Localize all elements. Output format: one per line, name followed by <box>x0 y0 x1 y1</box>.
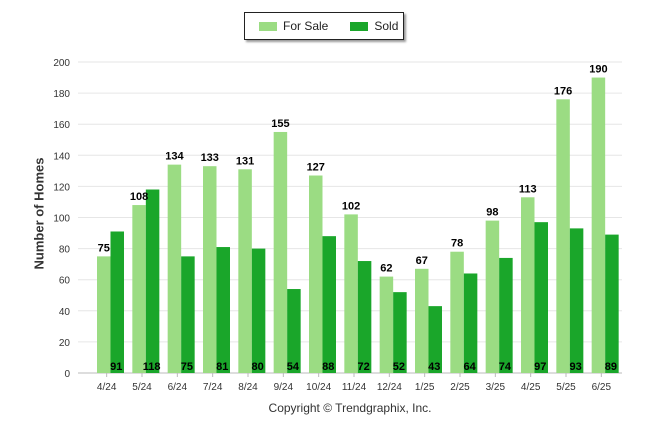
legend-label-for-sale: For Sale <box>283 19 329 33</box>
y-tick-label: 40 <box>59 307 71 318</box>
x-tick-label: 12/24 <box>377 382 402 393</box>
data-label-for-sale: 134 <box>165 151 184 163</box>
bar-sold <box>463 273 478 373</box>
data-label-sold: 118 <box>143 361 161 373</box>
bar-sold <box>322 236 336 373</box>
bar-sold <box>216 247 230 373</box>
data-labels: 75 91 108 118 134 75 133 81 131 80 155 54 127 88 102 72… <box>98 64 617 373</box>
x-tick-label: 4/25 <box>521 382 541 393</box>
data-label-sold: 43 <box>428 361 440 373</box>
bar-sold <box>287 289 301 373</box>
data-label-sold: 64 <box>463 361 476 373</box>
x-tick-label: 8/24 <box>238 382 258 393</box>
data-label-sold: 91 <box>110 361 122 373</box>
data-label-for-sale: 131 <box>236 155 254 167</box>
bar-for-sale <box>132 205 146 373</box>
bar-for-sale <box>521 197 535 373</box>
data-label-sold: 72 <box>357 361 369 373</box>
data-label-sold: 88 <box>322 361 334 373</box>
y-tick-label: 80 <box>59 245 71 256</box>
legend-label-sold: Sold <box>374 19 399 33</box>
bar-for-sale <box>556 99 570 373</box>
data-label-for-sale: 108 <box>130 191 148 203</box>
y-tick-label: 60 <box>59 276 71 287</box>
bar-sold <box>534 222 548 373</box>
x-tick-label: 6/25 <box>592 382 612 393</box>
y-tick-label: 0 <box>64 369 70 380</box>
data-label-sold: 74 <box>499 361 512 373</box>
legend-item-sold[interactable]: Sold <box>350 19 398 33</box>
bar-for-sale <box>485 220 500 373</box>
y-tick-label: 20 <box>59 338 71 349</box>
bar-sold <box>357 261 372 373</box>
bars <box>97 77 619 374</box>
bar-sold <box>110 231 124 373</box>
bar-for-sale <box>97 256 111 373</box>
data-label-sold: 54 <box>287 361 300 373</box>
bar-sold <box>145 189 160 373</box>
bar-for-sale <box>309 175 323 373</box>
y-tick-label: 100 <box>53 214 70 225</box>
data-label-for-sale: 113 <box>519 183 537 195</box>
copyright-text: Copyright © Trendgraphix, Inc. <box>268 401 432 415</box>
data-label-sold: 52 <box>393 361 405 373</box>
y-axis-label: Number of Homes <box>31 157 47 270</box>
bar-for-sale <box>379 276 394 373</box>
data-label-for-sale: 102 <box>342 200 360 212</box>
bar-sold <box>251 248 266 373</box>
x-tick-label: 2/25 <box>450 382 470 393</box>
legend: For Sale Sold <box>244 12 404 40</box>
for-sale-swatch-icon <box>259 21 277 31</box>
y-tick-label: 180 <box>53 89 70 100</box>
data-label-for-sale: 67 <box>416 255 428 267</box>
y-tick-label: 140 <box>53 151 70 162</box>
bar-sold <box>499 257 513 373</box>
bar-for-sale <box>238 169 252 373</box>
bar-sold <box>569 228 584 373</box>
x-tick-label: 5/25 <box>556 382 576 393</box>
bar-for-sale <box>415 268 429 373</box>
data-label-sold: 75 <box>181 361 193 373</box>
x-tick-label: 5/24 <box>132 382 152 393</box>
y-tick-label: 120 <box>53 182 70 193</box>
data-label-sold: 89 <box>605 361 617 373</box>
sold-swatch-icon <box>350 21 369 31</box>
bar-for-sale <box>450 251 464 373</box>
bar-sold <box>181 256 195 373</box>
data-label-for-sale: 155 <box>271 118 289 130</box>
x-tick-label: 11/24 <box>342 382 367 393</box>
x-tick-label: 1/25 <box>415 382 435 393</box>
x-tick-label: 3/25 <box>486 382 506 393</box>
y-tick-label: 160 <box>53 120 70 131</box>
bar-for-sale <box>591 77 606 374</box>
bar-for-sale <box>203 166 217 373</box>
x-tick-label: 4/24 <box>97 382 117 393</box>
data-label-for-sale: 133 <box>201 152 219 164</box>
data-label-for-sale: 127 <box>307 162 325 174</box>
data-label-sold: 93 <box>569 361 581 373</box>
data-label-sold: 97 <box>534 361 546 373</box>
bar-for-sale <box>344 214 358 373</box>
data-label-for-sale: 78 <box>451 238 463 250</box>
data-label-sold: 81 <box>216 361 228 373</box>
x-tick-label: 9/24 <box>274 382 294 393</box>
data-label-for-sale: 62 <box>380 263 392 275</box>
data-label-for-sale: 75 <box>98 242 110 254</box>
data-label-for-sale: 190 <box>589 64 607 76</box>
bar-sold <box>428 306 442 373</box>
legend-item-for-sale[interactable]: For Sale <box>259 19 328 33</box>
x-tick-label: 7/24 <box>203 382 223 393</box>
data-label-for-sale: 98 <box>486 207 498 219</box>
x-tick-label: 10/24 <box>306 382 331 393</box>
bar-sold <box>393 292 407 373</box>
data-label-for-sale: 176 <box>554 85 572 97</box>
bar-for-sale <box>167 164 182 373</box>
y-tick-label: 200 <box>53 58 70 69</box>
data-label-sold: 80 <box>251 361 263 373</box>
bar-for-sale <box>273 131 288 373</box>
x-tick-label: 6/24 <box>168 382 188 393</box>
bar-sold <box>605 234 619 373</box>
